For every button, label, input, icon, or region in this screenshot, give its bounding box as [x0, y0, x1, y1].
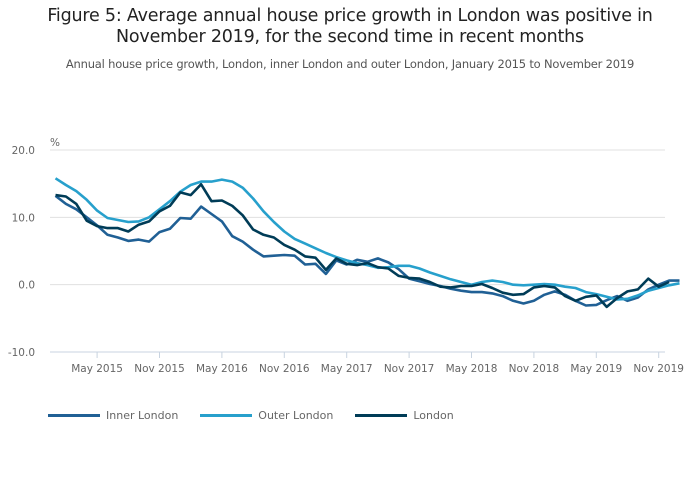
x-tick-label: May 2017 [321, 363, 373, 375]
y-tick-label: 20.0 [12, 145, 35, 157]
y-tick-label: -10.0 [8, 347, 35, 359]
y-axis-unit-label: % [50, 137, 60, 149]
legend-item-london[interactable]: London [355, 409, 454, 422]
series-line-london[interactable] [55, 183, 670, 309]
y-tick-label: 0.0 [18, 280, 35, 292]
x-tick-label: Nov 2018 [509, 363, 560, 375]
legend: Inner London Outer London London [48, 409, 476, 422]
x-tick-label: May 2015 [71, 363, 123, 375]
legend-swatch-outer-london [200, 414, 253, 417]
x-tick-label: May 2019 [570, 363, 622, 375]
x-axis: May 2015 Nov 2015 May 2016 Nov 2016 May 2017… [50, 351, 684, 375]
legend-label-inner-london: Inner London [106, 409, 179, 422]
series-line-inner-london[interactable] [54, 194, 680, 307]
x-tick-label: Nov 2017 [384, 363, 435, 375]
series-line-outer-london[interactable] [54, 177, 680, 301]
legend-swatch-london [355, 414, 408, 417]
x-tick-label: May 2016 [196, 363, 248, 375]
y-tick-label: 10.0 [12, 212, 35, 224]
legend-swatch-inner-london [48, 414, 100, 417]
x-tick-label: Nov 2019 [633, 363, 684, 375]
series-lines [54, 177, 680, 309]
chart-title: Figure 5: Average annual house price gro… [0, 6, 700, 48]
legend-label-london: London [413, 409, 454, 422]
legend-label-outer-london: Outer London [258, 409, 334, 422]
x-tick-label: Nov 2016 [259, 363, 310, 375]
y-axis-ticks: 20.0 10.0 0.0 -10.0 [8, 145, 35, 359]
chart-subtitle: Annual house price growth, London, inner… [65, 57, 635, 71]
x-tick-label: May 2018 [446, 363, 498, 375]
chart-title-line-2: November 2019, for the second time in re… [116, 27, 584, 47]
chart-title-line-1: Figure 5: Average annual house price gro… [47, 6, 653, 26]
x-tick-label: Nov 2015 [134, 363, 185, 375]
legend-item-inner-london[interactable]: Inner London [48, 409, 178, 422]
legend-item-outer-london[interactable]: Outer London [200, 409, 333, 422]
